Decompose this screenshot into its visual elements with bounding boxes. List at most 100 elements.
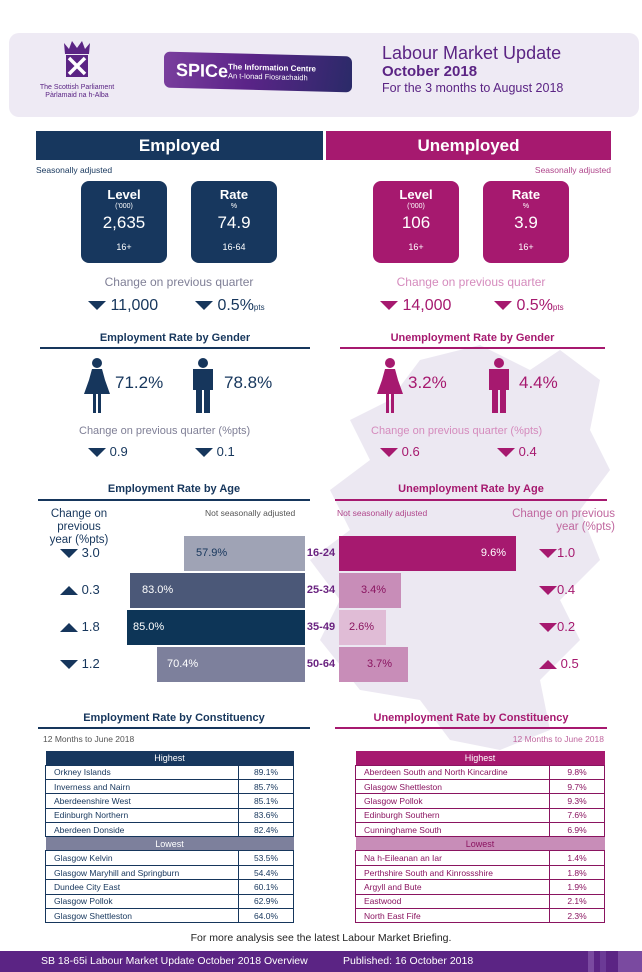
down-arrow-icon [88,448,106,458]
employment-age-note: Not seasonally adjusted [205,508,296,518]
down-arrow-icon [195,301,213,311]
card-title: Level [399,187,433,202]
unemployment-gender-title: Unemployment Rate by Gender [390,332,555,344]
female-icon [84,358,110,413]
rate-value: 64.0% [238,908,294,924]
unemployment-constituency-title: Unemployment Rate by Constituency [373,712,569,724]
table-row: Orkney Islands 89.1% [45,764,294,780]
highest-header: Highest [355,751,605,765]
unemployment-constituency-period: 12 Months to June 2018 [512,734,604,744]
down-arrow-icon [497,448,515,458]
decorative-stripe [588,951,594,972]
decorative-stripe [618,951,642,972]
male-employment-rate: 78.8% [224,373,273,392]
unemployment-age-change-25-34: 0.4 [539,582,575,597]
card-unit: % [230,203,238,210]
change-value: 0.6 [401,444,420,459]
card-age-range: 16-64 [222,242,246,252]
label-line: Change on previous [512,508,615,520]
table-row: Eastwood 2.1% [355,893,605,910]
age-group-label: 35-49 [306,621,336,633]
unemployment-bar-35-49: 2.6% [339,610,386,645]
employment-gender-change-label: Change on previous quarter (%pts) [79,425,251,437]
male-icon [193,358,213,413]
table-row: North East Fife 2.3% [355,908,605,924]
card-title: Level [107,187,141,202]
label-line: Change on previous [50,508,108,533]
age-group-label: 25-34 [306,584,336,596]
report-header: The Scottish Parliament Pàrlamaid na h-A… [9,33,639,117]
label-line: year (%pts) [49,534,109,546]
female-icon [377,358,403,413]
change-value: 0.1 [216,444,235,459]
constituency-name: Edinburgh Southern [355,807,550,824]
change-value: 1.2 [81,656,100,671]
card-title: Rate [219,187,249,202]
employment-age-change-label: Change on previous year (%pts) [34,508,124,547]
constituency-name: Glasgow Shettleston [45,908,239,924]
unemployed-heading: Unemployed [326,131,611,160]
constituency-name: Glasgow Maryhill and Springburn [45,864,239,881]
employment-bar-25-34: 83.0% [130,573,305,608]
table-row: Argyll and Bute 1.9% [355,879,605,895]
constituency-name: Glasgow Shettleston [355,778,550,795]
up-arrow-icon [539,660,557,670]
decorative-stripe [600,951,606,972]
employment-age-change-25-34: 0.3 [60,582,100,597]
unemployment-age-change-16-24: 1.0 [539,545,575,560]
rate-value: 2.3% [549,908,605,924]
unemployment-age-note: Not seasonally adjusted [337,508,428,518]
rate-value: 83.6% [238,807,294,824]
down-arrow-icon [494,301,512,311]
unemployment-bar-50-64: 3.7% [339,647,408,682]
rate-value: 89.1% [238,764,294,780]
rate-value: 7.6% [549,807,605,824]
unemployed-level-change: 14,000 [380,297,451,315]
unemployed-seasonal-note: Seasonally adjusted [534,165,611,175]
rate-value: 85.7% [238,778,294,795]
down-arrow-icon [88,301,106,311]
constituency-name: Aberdeen Donside [45,822,239,838]
rate-value: 2.1% [549,893,605,910]
constituency-name: Na h-Eileanan an Iar [355,850,550,866]
briefing-link[interactable]: For more analysis see the latest Labour … [190,932,452,944]
rate-value: 6.9% [549,822,605,838]
rate-value: 9.7% [549,778,605,795]
unemployment-bar-25-34: 3.4% [339,573,401,608]
constituency-name: Cunninghame South [355,822,550,838]
change-unit: pts [552,303,564,312]
unemployed-rate-card: Rate % 3.9 16+ [483,181,569,263]
lowest-header: Lowest [355,836,605,851]
card-value: 2,635 [102,213,146,232]
table-row: Inverness and Nairn 85.7% [45,778,294,795]
card-value: 106 [401,213,431,232]
change-value: 0.9 [109,444,128,459]
card-age-range: 16+ [408,242,424,252]
spice-tagline-gaelic: An t-Ionad Fiosrachaidh [228,71,308,83]
change-unit: pts [253,303,265,312]
female-employment-change: 0.9 [88,444,128,459]
constituency-name: Aberdeen South and North Kincardine [355,764,550,780]
change-value: 0.3 [81,582,100,597]
down-arrow-icon [60,660,78,670]
divider [335,499,607,501]
change-value: 1.0 [557,545,576,560]
constituency-name: Glasgow Pollok [355,793,550,809]
table-row: Glasgow Pollok 62.9% [45,893,294,910]
rate-value: 54.4% [238,864,294,881]
constituency-name: Glasgow Kelvin [45,850,239,866]
crown-saltire-icon [64,41,90,77]
male-unemployment-change: 0.4 [497,444,537,459]
unemployment-age-change-label: Change on previous year (%pts) [500,508,615,534]
rate-value: 1.9% [549,879,605,895]
spice-name: SPICe [176,59,229,82]
rate-value: 85.1% [238,793,294,809]
constituency-name: North East Fife [355,908,550,924]
down-arrow-icon [195,448,213,458]
change-value: 14,000 [402,297,452,314]
rate-value: 53.5% [238,850,294,866]
employed-change-label: Change on previous quarter [104,275,254,289]
table-row: Dundee City East 60.1% [45,879,294,895]
up-arrow-icon [60,586,78,596]
highest-header: Highest [45,751,294,765]
